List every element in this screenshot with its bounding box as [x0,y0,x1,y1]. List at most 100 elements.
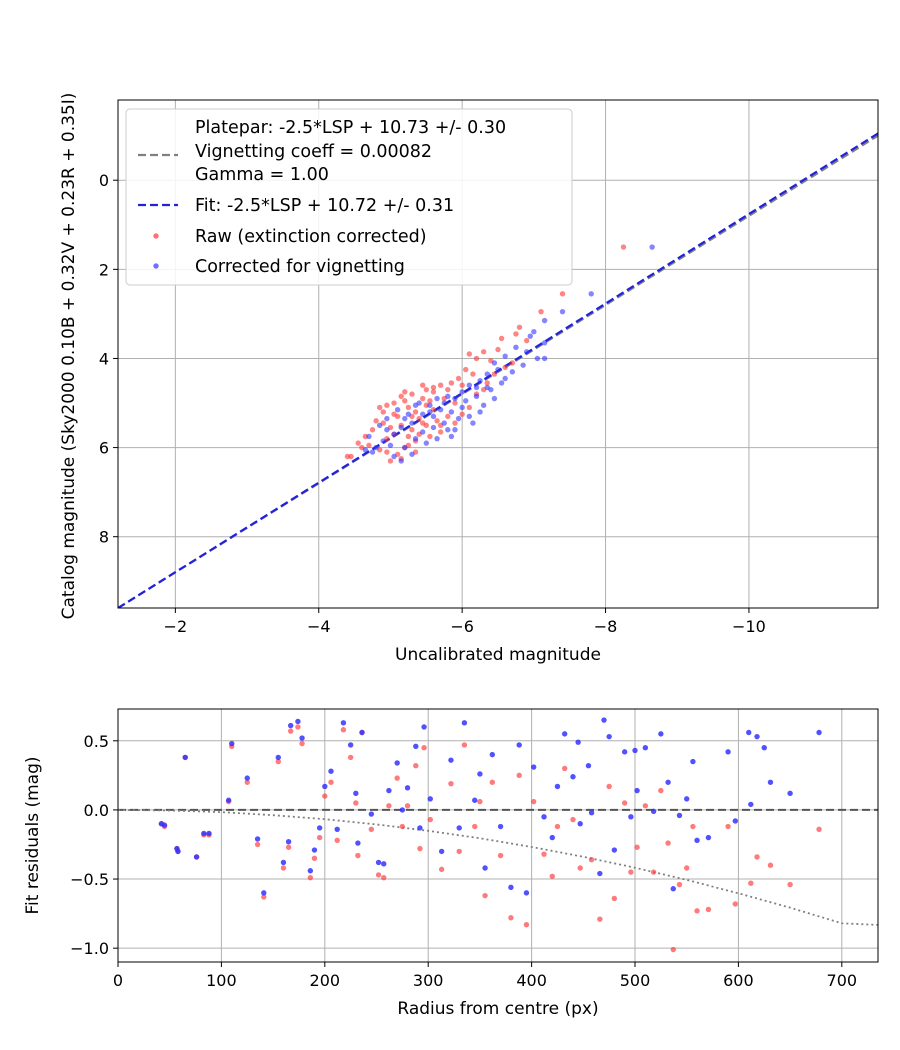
data-point [665,840,671,846]
data-point [670,886,676,892]
data-point [508,915,514,921]
data-point [787,790,793,797]
data-point [455,375,462,382]
data-point [472,823,478,830]
data-point [513,344,519,351]
data-point [413,762,419,769]
data-point [606,783,612,790]
plot-frame [117,708,879,963]
data-point [445,393,451,400]
data-point [420,395,426,402]
data-point [495,366,501,373]
data-point [347,742,354,748]
data-point [761,745,767,751]
data-point [404,803,411,809]
data-point [322,793,328,799]
data-point [423,386,430,393]
data-point [816,729,822,736]
data-point [409,427,415,433]
legend-box [125,108,573,286]
data-point [620,244,627,250]
data-point [445,413,451,420]
data-point [491,371,498,377]
data-point [452,420,458,426]
data-point [611,895,618,902]
data-point [570,816,576,823]
data-point [423,440,430,446]
data-point [541,355,548,362]
legend-label: Fit: -2.5*LSP + 10.72 +/- 0.31 [195,196,454,216]
data-point [412,409,419,415]
data-point [527,333,533,339]
data-point [402,389,408,395]
data-point [541,814,547,820]
data-point [427,816,433,823]
data-point [285,839,292,845]
data-point [477,771,483,777]
data-point [484,371,490,377]
x-tick-label: 600 [723,971,754,990]
data-point [295,718,301,725]
data-point [421,745,427,751]
data-point [461,742,468,748]
x-tick-label: 200 [310,971,341,990]
data-point [754,733,760,740]
data-point [513,331,519,337]
data-point [316,834,323,841]
data-point [477,798,483,805]
data-point [427,433,433,440]
data-point [767,779,774,785]
data-point [384,449,390,455]
data-point [387,458,394,464]
data-point [375,859,382,866]
data-point [554,823,561,830]
data-point [353,800,359,806]
data-point [690,758,696,765]
legend-swatch-dot [153,263,159,269]
data-point [480,402,487,408]
legend-label: Corrected for vignetting [195,257,405,277]
data-point [254,836,261,842]
data-point [489,751,496,758]
data-point [448,757,454,763]
data-point [438,848,445,855]
data-point [634,787,640,794]
data-point [402,398,408,404]
data-point [355,440,361,446]
data-point [452,427,458,433]
data-point [628,814,634,820]
legend-label: Vignetting coeff = 0.00082 [195,142,432,162]
data-point [466,404,473,411]
data-point [409,451,415,457]
data-point [328,779,334,785]
data-point [384,415,390,422]
data-point [334,826,340,832]
data-point [340,720,347,726]
data-point [355,852,361,859]
data-point [394,760,400,766]
data-point [520,362,526,368]
data-point [452,400,458,406]
data-point [375,872,382,878]
data-point [498,335,505,342]
data-point [405,411,412,417]
data-point [420,411,426,417]
data-point [448,409,455,415]
data-point [384,402,390,408]
data-point [470,420,476,426]
data-point [334,837,340,844]
data-point [575,739,581,745]
data-point [466,351,473,357]
data-point [684,865,690,871]
data-point [530,798,537,805]
data-point [530,764,537,770]
data-point [416,415,422,422]
data-point [516,772,522,779]
data-point [175,848,181,855]
data-point [409,391,415,397]
data-point [541,317,548,324]
data-point [559,291,566,297]
data-point [391,431,397,437]
data-point [386,803,392,809]
data-point [399,807,406,813]
